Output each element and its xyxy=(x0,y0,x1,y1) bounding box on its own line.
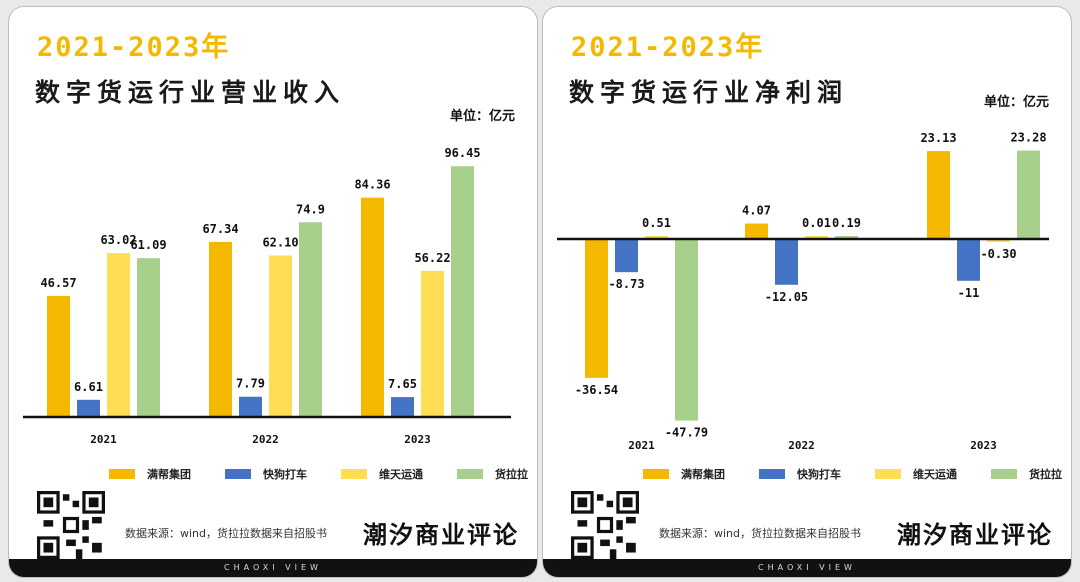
unit-label: 单位：亿元 xyxy=(983,95,1049,110)
data-label: -0.30 xyxy=(980,247,1016,261)
data-label: 74.9 xyxy=(296,202,325,216)
bar-weitian-2021 xyxy=(107,253,130,417)
x-tick-label: 2022 xyxy=(252,433,279,446)
legend-swatch xyxy=(341,469,367,479)
bar-huolala-2022 xyxy=(835,236,858,239)
x-tick-label: 2021 xyxy=(90,433,117,446)
data-source-note: 数据来源：wind，货拉拉数据来自招股书 xyxy=(125,527,328,540)
data-label: 67.34 xyxy=(202,222,238,236)
bar-kuaigou-2021 xyxy=(615,239,638,273)
legend-item-kuaigou: 快狗打车 xyxy=(225,466,307,482)
x-tick-label: 2023 xyxy=(404,433,431,446)
data-label: 0.01 xyxy=(802,216,831,230)
data-label: 7.65 xyxy=(388,377,417,391)
data-label: 23.13 xyxy=(920,131,956,145)
legend-swatch xyxy=(457,469,483,479)
legend-label: 货拉拉 xyxy=(1029,468,1062,481)
data-label: 0.19 xyxy=(832,216,861,230)
bar-manbang-2023 xyxy=(927,151,950,239)
qr-code-icon[interactable] xyxy=(571,491,639,559)
footer-strip: CHAOXI VIEW xyxy=(543,559,1071,577)
data-label: 46.57 xyxy=(40,276,76,290)
x-tick-label: 2022 xyxy=(788,439,815,452)
bar-kuaigou-2022 xyxy=(775,239,798,285)
footer-strip: CHAOXI VIEW xyxy=(9,559,537,577)
bar-manbang-2022 xyxy=(745,223,768,239)
data-label: 96.45 xyxy=(444,146,480,160)
data-label: 4.07 xyxy=(742,204,771,218)
chart-legend: 满帮集团 快狗打车 维天运通 货拉拉 xyxy=(109,466,528,482)
legend-label: 维天运通 xyxy=(913,468,957,481)
brand-logo: 潮汐商业评论 xyxy=(897,521,1053,549)
legend-item-weitian: 维天运通 xyxy=(341,466,423,482)
data-label: 23.28 xyxy=(1010,131,1046,145)
legend-label: 维天运通 xyxy=(379,468,423,481)
legend-label: 快狗打车 xyxy=(797,468,841,481)
legend-swatch xyxy=(759,469,785,479)
data-source-note: 数据来源：wind，货拉拉数据来自招股书 xyxy=(659,527,862,540)
legend-item-manbang: 满帮集团 xyxy=(109,466,191,482)
data-label: 7.79 xyxy=(236,377,265,391)
legend-label: 快狗打车 xyxy=(263,468,307,481)
net-profit-chart-panel: 2021-2023年 数字货运行业净利润 单位：亿元 -36.54 -8.73 0.… xyxy=(542,6,1072,578)
chart-title: 数字货运行业净利润 xyxy=(569,78,849,107)
data-label: 6.61 xyxy=(74,380,103,394)
legend-item-huolala: 货拉拉 xyxy=(991,466,1062,482)
data-label: -47.79 xyxy=(665,426,708,440)
chart-title: 数字货运行业营业收入 xyxy=(35,78,346,107)
data-label: -12.05 xyxy=(765,290,808,304)
legend-item-weitian: 维天运通 xyxy=(875,466,957,482)
legend-swatch xyxy=(991,469,1017,479)
data-label: -36.54 xyxy=(575,383,618,397)
bar-huolala-2023 xyxy=(451,166,474,417)
bar-huolala-2022 xyxy=(299,222,322,417)
x-tick-label: 2023 xyxy=(970,439,997,452)
data-label: 0.51 xyxy=(642,216,671,230)
bar-weitian-2022 xyxy=(269,255,292,417)
bar-kuaigou-2023 xyxy=(957,239,980,281)
bar-weitian-2021 xyxy=(645,236,668,239)
legend-swatch xyxy=(875,469,901,479)
bar-weitian-2023 xyxy=(421,270,444,417)
bar-weitian-2022 xyxy=(805,236,828,239)
legend-swatch xyxy=(225,469,251,479)
bar-huolala-2023 xyxy=(1017,150,1040,239)
bar-manbang-2023 xyxy=(361,197,384,417)
legend-swatch xyxy=(109,469,135,479)
bar-manbang-2021 xyxy=(47,295,70,417)
bar-huolala-2021 xyxy=(137,258,160,417)
bar-weitian-2023 xyxy=(987,239,1010,242)
legend-item-manbang: 满帮集团 xyxy=(643,466,725,482)
legend-label: 货拉拉 xyxy=(495,468,528,481)
legend-item-huolala: 货拉拉 xyxy=(457,466,528,482)
legend-item-kuaigou: 快狗打车 xyxy=(759,466,841,482)
net-profit-bar-chart: -36.54 -8.73 0.51 -47.79 2021 4.07 -12.05 0.01 0… xyxy=(557,131,1049,452)
data-label: 62.10 xyxy=(262,236,298,250)
legend-label: 满帮集团 xyxy=(681,468,725,481)
legend-swatch xyxy=(643,469,669,479)
bar-manbang-2022 xyxy=(209,241,232,417)
unit-label: 单位：亿元 xyxy=(449,109,515,124)
bar-kuaigou-2022 xyxy=(239,396,262,417)
brand-logo: 潮汐商业评论 xyxy=(363,521,519,549)
period-headline: 2021-2023年 xyxy=(571,32,765,63)
x-tick-label: 2021 xyxy=(628,439,655,452)
bar-kuaigou-2021 xyxy=(77,399,100,417)
data-label: 84.36 xyxy=(354,178,390,192)
data-label: -8.73 xyxy=(608,277,644,291)
bar-huolala-2021 xyxy=(675,239,698,421)
bar-kuaigou-2023 xyxy=(391,397,414,417)
period-headline: 2021-2023年 xyxy=(37,32,231,63)
revenue-chart-panel: 2021-2023年 数字货运行业营业收入 单位：亿元 46.57 6.61 63.… xyxy=(8,6,538,578)
chart-legend: 满帮集团 快狗打车 维天运通 货拉拉 xyxy=(643,466,1062,482)
data-label: -11 xyxy=(958,286,980,300)
data-label: 56.22 xyxy=(414,251,450,265)
qr-code-icon[interactable] xyxy=(37,491,105,559)
legend-label: 满帮集团 xyxy=(147,468,191,481)
data-label: 61.09 xyxy=(130,238,166,252)
data-label: 63.02 xyxy=(100,233,136,247)
bar-manbang-2021 xyxy=(585,239,608,378)
